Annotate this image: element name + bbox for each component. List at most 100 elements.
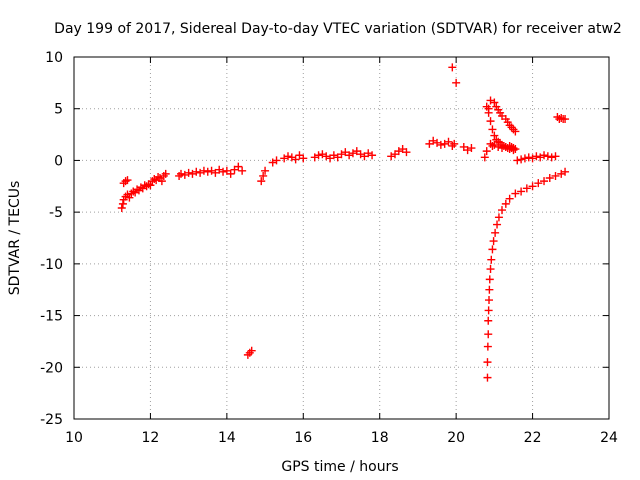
data-point xyxy=(505,194,514,203)
data-point xyxy=(513,156,522,165)
y-tick-label: -15 xyxy=(40,309,63,325)
data-point xyxy=(161,169,170,178)
data-point xyxy=(488,125,497,134)
data-point xyxy=(484,306,493,315)
x-tick-label: 12 xyxy=(142,430,160,446)
data-point xyxy=(534,179,543,188)
data-point xyxy=(557,169,566,178)
data-point xyxy=(219,167,228,176)
data-point xyxy=(299,154,308,163)
data-point xyxy=(545,174,554,183)
chart-title: Day 199 of 2017, Sidereal Day-to-day VTE… xyxy=(54,21,622,37)
y-tick-label: -25 xyxy=(40,412,63,428)
x-tick-label: 10 xyxy=(65,430,83,446)
data-point xyxy=(146,181,155,190)
data-point xyxy=(543,152,552,161)
data-point xyxy=(490,131,499,140)
data-point xyxy=(522,184,531,193)
data-point xyxy=(184,168,193,177)
y-tick-label: -5 xyxy=(49,205,63,221)
data-point xyxy=(348,149,357,158)
data-point xyxy=(551,152,560,161)
grid xyxy=(74,57,609,419)
y-tick-label: 0 xyxy=(54,153,63,169)
data-point xyxy=(280,154,289,163)
data-point xyxy=(123,176,132,185)
data-point xyxy=(368,151,377,160)
data-point xyxy=(257,177,266,186)
data-point xyxy=(501,142,510,151)
data-point xyxy=(483,358,492,367)
data-point xyxy=(487,255,496,264)
data-points xyxy=(117,63,570,382)
data-point xyxy=(291,155,300,164)
data-point xyxy=(450,139,459,148)
data-point xyxy=(511,189,520,198)
data-point xyxy=(402,148,411,157)
data-point xyxy=(175,171,184,180)
data-point xyxy=(243,350,252,359)
data-point xyxy=(482,147,491,156)
data-point xyxy=(486,96,495,105)
data-point xyxy=(387,152,396,161)
data-point xyxy=(507,144,516,153)
data-point xyxy=(203,167,212,176)
data-point xyxy=(467,144,476,153)
data-point xyxy=(188,169,197,178)
data-point xyxy=(485,285,494,294)
data-point xyxy=(488,141,497,150)
data-point xyxy=(509,146,518,155)
data-point xyxy=(272,156,281,165)
data-point xyxy=(520,154,529,163)
x-tick-label: 18 xyxy=(371,430,389,446)
data-point xyxy=(540,151,549,160)
data-point xyxy=(436,140,445,149)
data-point xyxy=(494,213,503,222)
data-point xyxy=(480,153,489,162)
data-point xyxy=(261,166,270,175)
data-point xyxy=(486,265,495,274)
data-point xyxy=(322,152,331,161)
data-point xyxy=(501,199,510,208)
data-point xyxy=(177,169,185,178)
data-point xyxy=(142,182,151,191)
data-point xyxy=(238,166,247,175)
data-point xyxy=(482,102,491,111)
data-point xyxy=(528,154,537,163)
data-point xyxy=(207,166,216,175)
data-point xyxy=(180,170,189,179)
data-point xyxy=(440,139,449,148)
data-point xyxy=(118,199,127,208)
data-point xyxy=(452,78,461,87)
data-point xyxy=(547,153,556,162)
data-point xyxy=(511,145,520,154)
data-point xyxy=(154,172,163,181)
data-point xyxy=(511,127,520,136)
data-point xyxy=(125,193,134,202)
data-point xyxy=(226,169,235,178)
data-point xyxy=(493,220,502,229)
x-tick-label: 16 xyxy=(294,430,312,446)
data-point xyxy=(159,171,168,180)
data-point xyxy=(494,142,503,151)
data-point xyxy=(310,153,319,162)
data-point xyxy=(524,153,533,162)
data-point xyxy=(517,155,526,164)
data-point xyxy=(528,182,537,191)
data-point xyxy=(284,152,292,161)
data-point xyxy=(196,168,205,177)
data-point xyxy=(247,346,256,355)
data-point xyxy=(268,158,277,167)
data-point xyxy=(199,166,208,175)
data-point xyxy=(553,112,562,121)
data-point xyxy=(551,171,560,180)
data-point xyxy=(259,171,268,180)
data-point xyxy=(498,206,506,215)
data-point xyxy=(507,123,516,132)
data-point xyxy=(561,115,570,124)
data-point xyxy=(486,139,495,148)
x-tick-label: 24 xyxy=(600,430,618,446)
y-tick-label: 10 xyxy=(45,50,63,66)
data-point xyxy=(561,167,570,176)
data-point xyxy=(532,152,541,161)
